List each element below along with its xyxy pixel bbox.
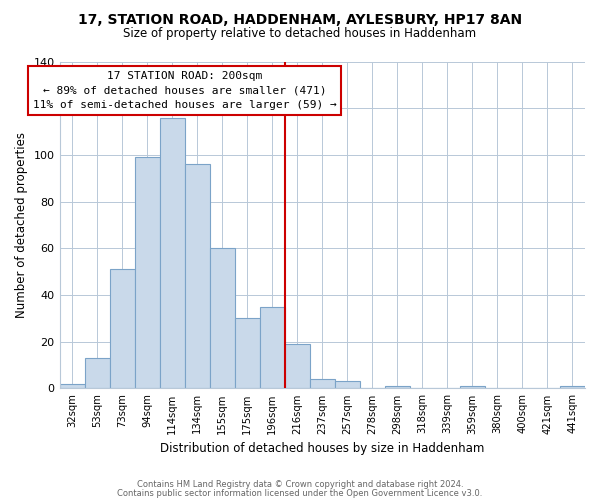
Text: Contains HM Land Registry data © Crown copyright and database right 2024.: Contains HM Land Registry data © Crown c… bbox=[137, 480, 463, 489]
Bar bbox=[285, 344, 310, 389]
Bar bbox=[59, 384, 85, 388]
Text: 17 STATION ROAD: 200sqm
← 89% of detached houses are smaller (471)
11% of semi-d: 17 STATION ROAD: 200sqm ← 89% of detache… bbox=[33, 71, 337, 110]
Bar bbox=[209, 248, 235, 388]
Bar bbox=[185, 164, 209, 388]
Y-axis label: Number of detached properties: Number of detached properties bbox=[15, 132, 28, 318]
Bar bbox=[385, 386, 410, 388]
Text: Contains public sector information licensed under the Open Government Licence v3: Contains public sector information licen… bbox=[118, 488, 482, 498]
X-axis label: Distribution of detached houses by size in Haddenham: Distribution of detached houses by size … bbox=[160, 442, 484, 455]
Bar bbox=[134, 157, 160, 388]
Bar bbox=[260, 306, 285, 388]
Bar bbox=[160, 118, 185, 388]
Bar bbox=[235, 318, 260, 388]
Text: 17, STATION ROAD, HADDENHAM, AYLESBURY, HP17 8AN: 17, STATION ROAD, HADDENHAM, AYLESBURY, … bbox=[78, 12, 522, 26]
Bar bbox=[335, 382, 360, 388]
Bar bbox=[560, 386, 585, 388]
Bar bbox=[460, 386, 485, 388]
Bar bbox=[310, 379, 335, 388]
Bar bbox=[110, 270, 134, 388]
Text: Size of property relative to detached houses in Haddenham: Size of property relative to detached ho… bbox=[124, 28, 476, 40]
Bar bbox=[85, 358, 110, 388]
